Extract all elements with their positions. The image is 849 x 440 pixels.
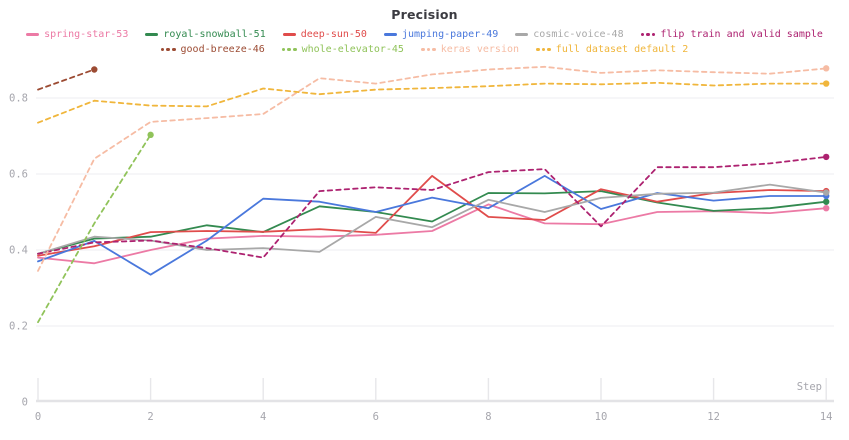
legend-item-spring-star-53[interactable]: spring-star-53: [26, 27, 128, 42]
y-tick-label: 0.6: [9, 169, 28, 181]
legend-label: keras version: [440, 44, 520, 55]
series-endpoint-keras-version[interactable]: [823, 65, 830, 72]
y-tick-label: 0.2: [9, 321, 28, 333]
legend: spring-star-53 royal-snowball-51 deep-sun-…: [0, 27, 849, 57]
y-tick-label: 0.4: [9, 245, 28, 257]
legend-row-1: spring-star-53 royal-snowball-51 deep-sun-…: [26, 27, 823, 42]
series-line-good-breeze-46[interactable]: [37, 68, 96, 91]
series-line-keras-version[interactable]: [37, 65, 828, 272]
x-tick-label: 4: [260, 411, 266, 423]
y-tick-label: 0.8: [9, 93, 28, 105]
series-endpoint-cosmic-voice-48[interactable]: [823, 189, 830, 196]
legend-item-whole-elevator-45[interactable]: whole-elevator-45: [281, 42, 404, 57]
series-endpoint-flip-train-and-valid-sample[interactable]: [823, 153, 830, 161]
solid-line-swatch-icon: [515, 33, 529, 36]
dashed-line-swatch-icon: [281, 48, 297, 51]
x-tick-label: 12: [707, 411, 720, 423]
x-tick-label: 6: [373, 411, 379, 423]
series-line-deep-sun-50[interactable]: [37, 174, 828, 257]
series-line-whole-elevator-45[interactable]: [37, 133, 152, 324]
series-endpoint-whole-elevator-45[interactable]: [147, 131, 154, 139]
legend-row-2: good-breeze-46 whole-elevator-45 keras ver…: [160, 42, 688, 57]
series-endpoint-royal-snowball-51[interactable]: [823, 198, 830, 205]
chart-title: Precision: [391, 7, 458, 22]
x-axis-label: Step: [797, 381, 822, 393]
x-tick-label: 8: [485, 411, 491, 423]
legend-label: deep-sun-50: [300, 29, 367, 40]
dashed-line-swatch-icon: [420, 48, 436, 51]
legend-item-keras-version[interactable]: keras version: [420, 42, 520, 57]
x-tick-label: 10: [595, 411, 608, 423]
legend-item-good-breeze-46[interactable]: good-breeze-46: [160, 42, 265, 57]
series-endpoint-good-breeze-46[interactable]: [91, 66, 98, 73]
series-line-royal-snowball-51[interactable]: [37, 190, 828, 255]
legend-label: good-breeze-46: [180, 44, 265, 55]
legend-item-royal-snowball-51[interactable]: royal-snowball-51: [145, 27, 266, 42]
y-tick-label: 0: [22, 397, 28, 409]
legend-item-cosmic-voice-48[interactable]: cosmic-voice-48: [515, 27, 624, 42]
series-line-flip-train-and-valid-sample[interactable]: [37, 155, 828, 259]
dashed-line-swatch-icon: [536, 48, 551, 51]
series-endpoint-full-dataset-default-2[interactable]: [823, 80, 830, 87]
legend-label: flip train and valid sample: [660, 29, 823, 40]
series-line-jumping-paper-49[interactable]: [37, 174, 828, 276]
legend-label: spring-star-53: [44, 29, 129, 40]
legend-item-flip-train-and-valid-sample[interactable]: flip train and valid sample: [640, 27, 823, 42]
x-tick-label: 2: [147, 411, 153, 423]
legend-label: cosmic-voice-48: [533, 29, 624, 40]
solid-line-swatch-icon: [282, 33, 296, 36]
legend-item-deep-sun-50[interactable]: deep-sun-50: [282, 27, 367, 42]
series-line-cosmic-voice-48[interactable]: [37, 183, 828, 255]
legend-label: full dataset default 2: [555, 44, 689, 55]
series-line-full-dataset-default-2[interactable]: [37, 81, 828, 124]
x-tick-label: 14: [820, 411, 833, 423]
dashed-line-swatch-icon: [160, 48, 176, 51]
series-endpoint-spring-star-53[interactable]: [823, 205, 830, 212]
legend-item-jumping-paper-49[interactable]: jumping-paper-49: [383, 27, 499, 42]
legend-item-full-dataset-default-2[interactable]: full dataset default 2: [536, 42, 688, 57]
series-line-spring-star-53[interactable]: [37, 203, 828, 265]
legend-label: royal-snowball-51: [163, 29, 266, 40]
legend-label: whole-elevator-45: [301, 44, 404, 55]
solid-line-swatch-icon: [383, 33, 397, 36]
solid-line-swatch-icon: [26, 33, 40, 36]
x-tick-label: 0: [35, 411, 41, 423]
dashed-line-swatch-icon: [640, 33, 656, 36]
legend-label: jumping-paper-49: [401, 29, 499, 40]
solid-line-swatch-icon: [145, 33, 159, 36]
